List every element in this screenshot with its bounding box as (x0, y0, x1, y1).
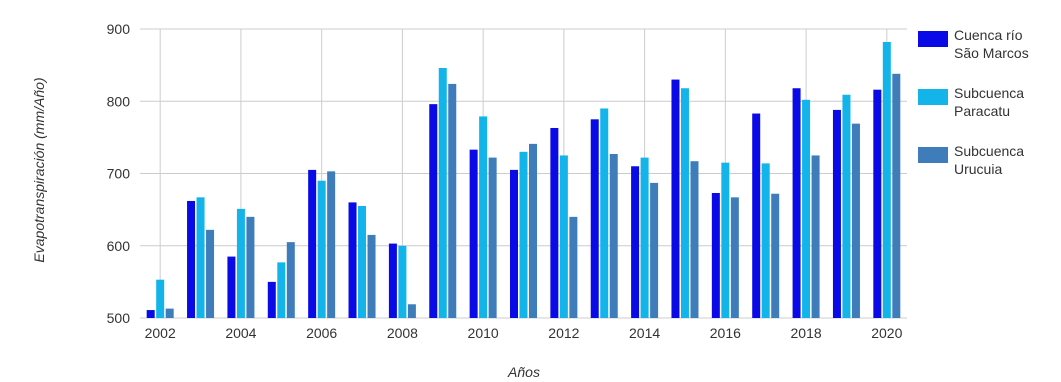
bar (631, 166, 640, 318)
legend-label: Subcuenca Urucuia (954, 143, 1025, 177)
bar (277, 262, 286, 318)
bar (650, 182, 659, 318)
legend-swatch (918, 147, 948, 163)
legend-label: Cuenca río São Marcos (954, 27, 1029, 61)
y-tick-label: 800 (107, 93, 131, 109)
bar (206, 229, 215, 318)
bar (438, 68, 447, 318)
x-tick-label: 2008 (387, 325, 418, 341)
y-tick-label: 700 (107, 166, 131, 182)
bar (348, 202, 357, 318)
bar (771, 193, 780, 318)
bar (832, 109, 841, 318)
legend-swatch (918, 31, 948, 47)
bar (267, 281, 276, 318)
legend: Cuenca río São Marcos Subcuenca Paracatu… (918, 26, 1058, 200)
bar (802, 99, 811, 319)
bar (730, 197, 739, 318)
bar (690, 161, 699, 318)
bar (711, 193, 720, 318)
bar (761, 163, 770, 318)
bar (882, 42, 891, 318)
bar (680, 88, 689, 319)
bar (569, 216, 578, 318)
x-tick-label: 2002 (145, 325, 176, 341)
bar (510, 169, 518, 318)
x-tick-label: 2014 (629, 325, 660, 341)
bar (873, 89, 882, 318)
x-tick-label: 2016 (710, 325, 741, 341)
bar (196, 197, 205, 318)
bar (187, 200, 196, 318)
legend-item-paracatu: Subcuenca Paracatu (918, 84, 1058, 142)
y-tick-label: 900 (107, 21, 131, 37)
bar (448, 83, 457, 318)
bar (640, 157, 649, 318)
bar (146, 310, 155, 318)
bar (469, 149, 478, 318)
bar (479, 116, 488, 318)
y-axis-title: Evapotranspiración (mm/Año) (31, 77, 47, 262)
bar (590, 119, 599, 318)
bar (721, 162, 730, 318)
bar (308, 169, 317, 318)
bar (488, 157, 497, 318)
bar (600, 108, 609, 318)
x-tick-label: 2012 (548, 325, 579, 341)
bar (165, 308, 174, 318)
bar (752, 113, 761, 318)
bar (842, 94, 851, 318)
bar (286, 242, 295, 318)
bar (367, 234, 376, 318)
bar (550, 127, 559, 318)
bar (671, 79, 680, 318)
tick-labels: 500 600 700 800 900 2002 2004 2006 2008 2010 2012 2… (107, 21, 903, 341)
legend-swatch (918, 89, 948, 105)
bar (358, 206, 367, 318)
bar (559, 155, 568, 318)
bar (156, 279, 165, 318)
bar (792, 88, 801, 319)
bar (398, 245, 407, 318)
x-tick-label: 2006 (306, 325, 337, 341)
bar (407, 304, 416, 318)
bar (327, 171, 336, 318)
bar (609, 153, 618, 318)
legend-item-sao-marcos: Cuenca río São Marcos (918, 26, 1058, 84)
x-tick-label: 2018 (791, 325, 822, 341)
y-tick-label: 600 (107, 238, 131, 254)
legend-label: Subcuenca Paracatu (954, 85, 1025, 119)
x-tick-label: 2010 (468, 325, 499, 341)
bar (519, 151, 528, 318)
bar (388, 243, 397, 318)
x-tick-label: 2004 (225, 325, 256, 341)
x-tick-label: 2020 (871, 325, 902, 341)
legend-item-urucuia: Subcuenca Urucuia (918, 142, 1058, 200)
bar (529, 143, 537, 318)
bar (227, 256, 236, 318)
bar (246, 216, 255, 318)
y-tick-label: 500 (107, 310, 131, 326)
bars (146, 42, 901, 319)
bar (429, 104, 438, 318)
bar (892, 73, 901, 318)
bar (811, 155, 820, 318)
x-axis-title: Años (507, 364, 540, 380)
bar (236, 208, 245, 318)
bar (317, 180, 326, 318)
bar (851, 123, 860, 319)
